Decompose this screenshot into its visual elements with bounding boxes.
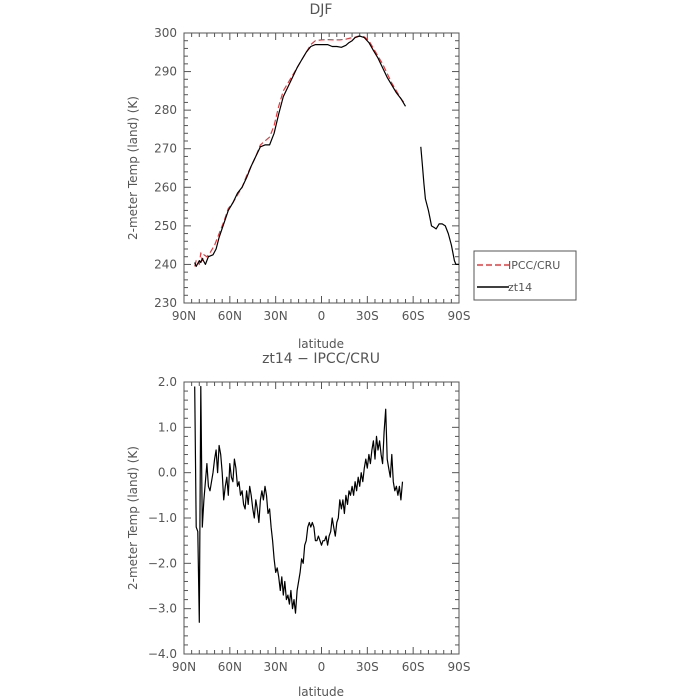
- top-series-group: [194, 35, 459, 267]
- top-series-line-zt14: [194, 35, 407, 267]
- bottom-x-axis-label: latitude: [298, 685, 344, 699]
- bottom-x-tick-label: 0: [318, 660, 326, 674]
- top-y-tick-label: 230: [154, 296, 177, 310]
- bottom-y-tick-label: −3.0: [148, 602, 177, 616]
- top-y-axis-label: 2-meter Temp (land) (K): [126, 96, 140, 240]
- bottom-axis-ticks: 90N 60N 30N 0 30S 60S 90S −4.0 −3.0 −2.0 −1.0 0.0 1.…: [148, 375, 471, 674]
- bottom-series-line-zt14: [194, 385, 404, 623]
- bottom-x-tick-label: 30N: [264, 660, 288, 674]
- bottom-x-tick-label: 60S: [402, 660, 425, 674]
- top-x-tick-label: 30N: [264, 309, 288, 323]
- bottom-x-tick-label: 90S: [448, 660, 471, 674]
- top-x-tick-label: 90S: [448, 309, 471, 323]
- top-y-tick-label: 280: [154, 103, 177, 117]
- top-panel: DJF 90N 60N 30N 0 30S 60S 90S 230 240 250 260 270 28…: [126, 2, 470, 351]
- top-x-tick-label: 90N: [172, 309, 196, 323]
- bottom-y-tick-label: −4.0: [148, 647, 177, 661]
- bottom-x-tick-label: 90N: [172, 660, 196, 674]
- top-plot-frame: [183, 32, 460, 304]
- bottom-y-tick-label: 0.0: [158, 466, 177, 480]
- top-x-axis-label: latitude: [298, 337, 344, 351]
- bottom-series-group: [194, 385, 404, 623]
- bottom-plot-frame: [183, 381, 460, 655]
- bottom-y-tick-label: 1.0: [158, 420, 177, 434]
- top-x-tick-label: 60N: [218, 309, 242, 323]
- top-x-tick-label: 30S: [356, 309, 379, 323]
- bottom-x-tick-label: 60N: [218, 660, 242, 674]
- bottom-chart-title: zt14 − IPCC/CRU: [262, 351, 380, 367]
- top-y-tick-label: 240: [154, 257, 177, 271]
- legend-frame: [473, 250, 577, 301]
- top-y-tick-label: 270: [154, 142, 177, 156]
- top-y-tick-label: 260: [154, 180, 177, 194]
- bottom-y-tick-label: −1.0: [148, 511, 177, 525]
- top-chart-title: DJF: [310, 2, 333, 18]
- bottom-panel: zt14 − IPCC/CRU 90N 60N 30N 0 30S 60S 90S −4.0 −…: [126, 351, 470, 699]
- top-series-line-ipcc-cru: [194, 35, 405, 267]
- bottom-y-tick-label: 2.0: [158, 375, 177, 389]
- top-x-tick-label: 60S: [402, 309, 425, 323]
- top-series-line-zt14: [420, 146, 459, 265]
- top-y-tick-label: 290: [154, 65, 177, 79]
- top-axis-ticks: 90N 60N 30N 0 30S 60S 90S 230 240 250 260 270 280 290…: [154, 26, 470, 323]
- top-x-tick-label: 0: [318, 309, 326, 323]
- bottom-y-tick-label: −2.0: [148, 556, 177, 570]
- bottom-x-tick-label: 30S: [356, 660, 379, 674]
- bottom-y-axis-label: 2-meter Temp (land) (K): [126, 446, 140, 590]
- legend-label-ipcc-cru: IPCC/CRU: [508, 259, 560, 272]
- legend: IPCC/CRU zt14: [473, 250, 577, 301]
- top-y-tick-label: 300: [154, 26, 177, 40]
- top-y-tick-label: 250: [154, 219, 177, 233]
- legend-label-zt14: zt14: [508, 281, 532, 294]
